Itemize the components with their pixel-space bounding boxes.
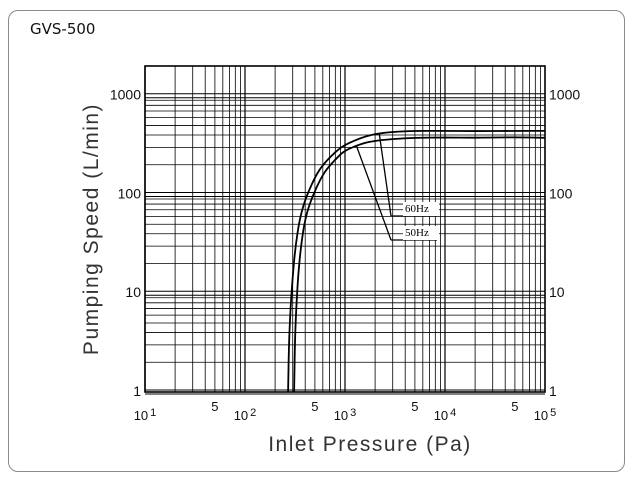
x-tick-label: 10 3 [334,407,357,423]
x-tick-exponent: 3 [350,407,356,419]
x-tick-base: 10 [134,408,148,423]
plot-border [144,65,546,393]
y-tick-label-right: 1 [549,383,557,399]
model-label: GVS-500 [30,20,96,38]
series-line-50hz [293,136,546,393]
x-tick-base: 10 [434,408,448,423]
x-tick-exponent: 2 [250,407,256,419]
annotation-leader-60hz [378,133,392,217]
annotation-leader-50hz [355,145,392,241]
annotation-bg-50hz [403,226,439,240]
y-axis-title: Pumping Speed (L/min) [80,103,103,355]
annotation-label-60hz: 60Hz [405,203,429,215]
x-tick-base: 10 [234,408,248,423]
y-tick-label-right: 100 [549,185,573,201]
x-tick-label: 10 1 [134,407,157,423]
x-minor-label: 5 [211,399,218,414]
series-line-60hz [287,129,545,393]
x-minor-label: 5 [411,399,418,414]
y-tick-label-left: 1 [133,383,141,399]
y-tick-label-left: 1000 [110,87,141,103]
y-tick-label-left: 100 [118,185,142,201]
annotation-label-50hz: 50Hz [405,227,429,239]
x-tick-exponent: 5 [550,407,556,419]
x-tick-base: 10 [334,408,348,423]
x-tick-label: 10 2 [234,407,257,423]
grid [144,65,545,395]
x-minor-label: 5 [511,399,518,414]
x-tick-exponent: 4 [450,407,456,419]
x-axis-title: Inlet Pressure (Pa) [268,433,472,456]
y-tick-label-right: 10 [549,284,565,300]
x-tick-label: 10 5 [534,407,557,423]
y-tick-label-right: 1000 [549,87,580,103]
x-tick-exponent: 1 [150,407,156,419]
annotation-bg-60hz [403,202,439,216]
x-tick-label: 10 4 [434,407,457,423]
x-minor-label: 5 [311,399,318,414]
x-tick-base: 10 [534,408,548,423]
y-tick-label-left: 10 [125,284,141,300]
